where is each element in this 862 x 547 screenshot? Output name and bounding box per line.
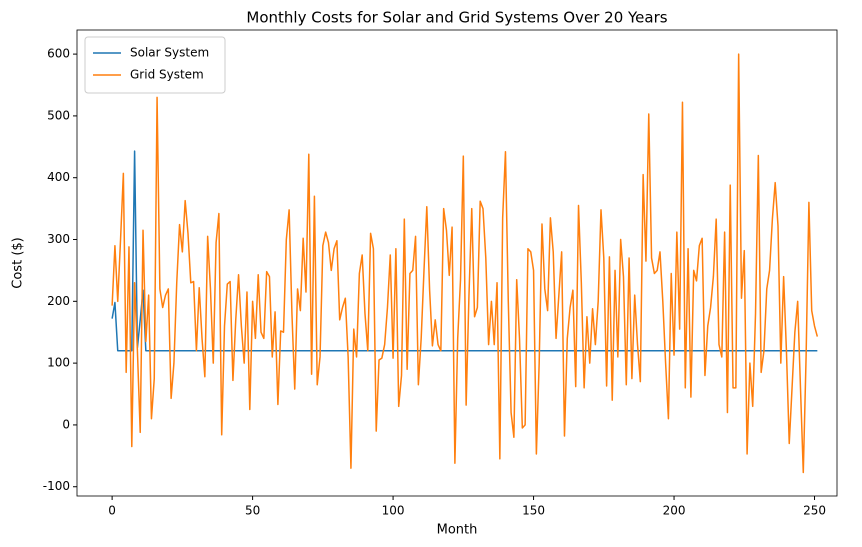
y-tick-label: 400 <box>47 170 70 184</box>
x-tick-label: 100 <box>382 504 405 518</box>
y-tick-label: -100 <box>43 479 70 493</box>
series-line <box>111 150 818 352</box>
x-tick-label: 200 <box>663 504 686 518</box>
legend-label: Solar System <box>130 46 209 60</box>
plot-frame <box>76 29 838 497</box>
legend-label: Grid System <box>130 68 204 82</box>
y-tick-label: 0 <box>62 417 70 431</box>
x-tick-label: 0 <box>108 504 116 518</box>
x-tick-label: 50 <box>245 504 260 518</box>
chart-title: Monthly Costs for Solar and Grid Systems… <box>246 9 667 27</box>
y-axis-label: Cost ($) <box>11 237 26 288</box>
legend-box <box>84 36 226 94</box>
y-tick-label: 500 <box>47 108 70 122</box>
y-tick-label: 300 <box>47 232 70 246</box>
y-tick-label: 100 <box>47 356 70 370</box>
x-tick-label: 250 <box>803 504 826 518</box>
x-tick-label: 150 <box>522 504 545 518</box>
series-line <box>111 53 819 474</box>
y-tick-label: 600 <box>47 47 70 61</box>
y-tick-label: 200 <box>47 294 70 308</box>
x-axis-label: Month <box>437 523 478 538</box>
